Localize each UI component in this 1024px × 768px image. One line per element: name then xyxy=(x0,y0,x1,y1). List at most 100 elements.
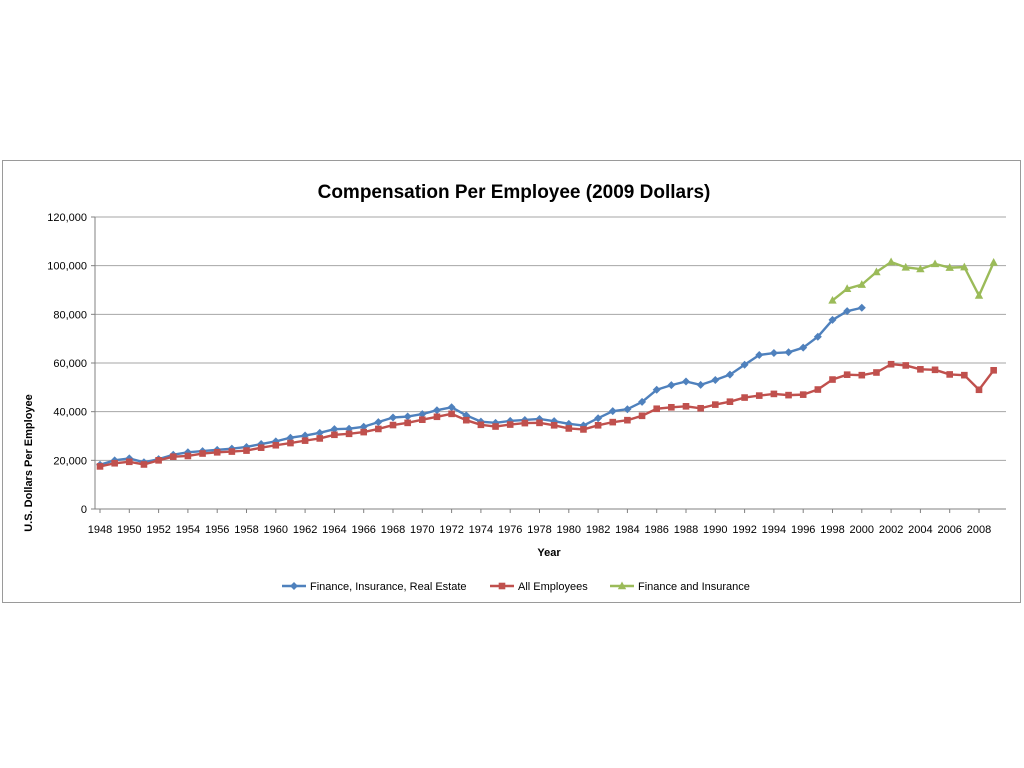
data-point xyxy=(155,457,162,464)
data-point xyxy=(290,582,298,590)
data-point xyxy=(419,416,426,423)
data-point xyxy=(331,431,338,439)
data-point xyxy=(975,386,983,394)
data-point xyxy=(315,428,324,437)
x-tick-label: 2008 xyxy=(967,524,991,536)
data-point xyxy=(301,437,309,444)
data-point xyxy=(989,258,998,266)
chart-title: Compensation Per Employee (2009 Dollars) xyxy=(318,182,711,203)
data-point xyxy=(813,332,822,341)
data-point xyxy=(726,398,734,405)
data-point xyxy=(799,343,808,352)
data-point xyxy=(930,259,940,268)
data-point xyxy=(638,412,646,420)
data-point xyxy=(682,403,690,410)
x-tick-label: 1994 xyxy=(762,524,786,536)
x-tick-label: 1968 xyxy=(381,524,405,536)
data-point xyxy=(345,430,353,438)
data-point xyxy=(432,406,441,415)
x-tick-label: 1998 xyxy=(820,524,844,536)
data-point xyxy=(228,448,236,455)
data-point xyxy=(740,360,749,369)
legend-item: Finance and Insurance xyxy=(610,581,750,593)
data-point xyxy=(857,303,866,312)
data-point xyxy=(961,371,968,379)
x-tick-label: 1948 xyxy=(88,524,112,536)
data-point xyxy=(462,411,471,420)
data-point xyxy=(902,362,910,369)
y-axis-title: U.S. Dollars Per Employee xyxy=(23,394,35,532)
data-point xyxy=(682,377,690,386)
data-point xyxy=(770,390,778,398)
legend-label: All Employees xyxy=(518,581,588,593)
data-point xyxy=(638,397,647,406)
x-tick-label: 1952 xyxy=(146,524,170,536)
data-point xyxy=(828,315,837,324)
data-point xyxy=(696,380,705,389)
x-tick-label: 1966 xyxy=(351,524,375,536)
legend-item: All Employees xyxy=(490,581,588,593)
data-point xyxy=(887,360,895,368)
x-tick-label: 1988 xyxy=(674,524,698,536)
y-tick-label: 120,000 xyxy=(47,212,87,224)
data-point xyxy=(492,423,499,430)
data-point xyxy=(617,581,627,590)
data-point xyxy=(330,425,339,434)
data-point xyxy=(536,419,543,427)
data-point xyxy=(886,257,896,266)
data-point xyxy=(433,413,441,421)
x-tick-label: 1964 xyxy=(322,524,346,536)
x-tick-label: 1996 xyxy=(791,524,815,536)
x-tick-label: 1976 xyxy=(498,524,522,536)
x-tick-label: 1978 xyxy=(527,524,551,536)
data-point xyxy=(608,407,617,416)
data-point xyxy=(814,386,822,393)
x-tick-label: 2000 xyxy=(850,524,874,536)
data-point xyxy=(287,439,294,447)
data-point xyxy=(316,435,324,442)
data-point xyxy=(96,463,104,470)
data-point xyxy=(623,405,632,414)
data-point xyxy=(374,418,383,427)
series-line xyxy=(99,306,863,466)
legend-label: Finance and Insurance xyxy=(638,581,750,593)
series-line xyxy=(831,260,995,302)
data-point xyxy=(594,421,602,429)
data-point xyxy=(257,444,265,451)
data-point xyxy=(858,371,866,379)
data-point xyxy=(652,385,661,394)
data-point xyxy=(712,401,719,408)
data-point xyxy=(624,416,631,424)
legend-label: Finance, Insurance, Real Estate xyxy=(310,581,467,593)
data-point xyxy=(668,403,675,411)
data-point xyxy=(448,410,455,418)
data-point xyxy=(565,425,573,432)
series-finance-insurance-real-estate xyxy=(96,303,866,469)
data-point xyxy=(126,458,133,466)
chart-frame: Compensation Per Employee (2009 Dollars)… xyxy=(2,160,1021,603)
y-tick-label: 40,000 xyxy=(53,407,87,419)
data-point xyxy=(945,263,954,271)
data-point xyxy=(784,348,793,357)
x-axis-ticks: 1948 1950 1952 1954 1956 1958 1960 1962 1964 1966… xyxy=(88,524,991,536)
data-point xyxy=(917,366,924,373)
gridlines xyxy=(91,216,1006,513)
data-point xyxy=(755,350,764,359)
data-point xyxy=(829,376,836,383)
data-point xyxy=(389,413,397,422)
legend: Finance, Insurance, Real Estate All Emplo… xyxy=(282,581,750,593)
y-tick-label: 0 xyxy=(81,504,87,516)
x-tick-label: 2002 xyxy=(879,524,903,536)
x-tick-label: 1962 xyxy=(293,524,317,536)
data-point xyxy=(769,349,778,358)
data-point xyxy=(667,381,676,390)
data-point xyxy=(243,447,250,454)
legend-item: Finance, Insurance, Real Estate xyxy=(282,581,467,593)
data-point xyxy=(140,461,148,468)
y-axis-ticks: 0 20,000 40,000 60,000 80,000 100,000 120,000 xyxy=(47,212,87,516)
x-tick-label: 2004 xyxy=(908,524,932,536)
data-point xyxy=(506,421,514,428)
data-point xyxy=(184,452,192,460)
data-point xyxy=(404,419,411,427)
data-point xyxy=(857,280,866,288)
